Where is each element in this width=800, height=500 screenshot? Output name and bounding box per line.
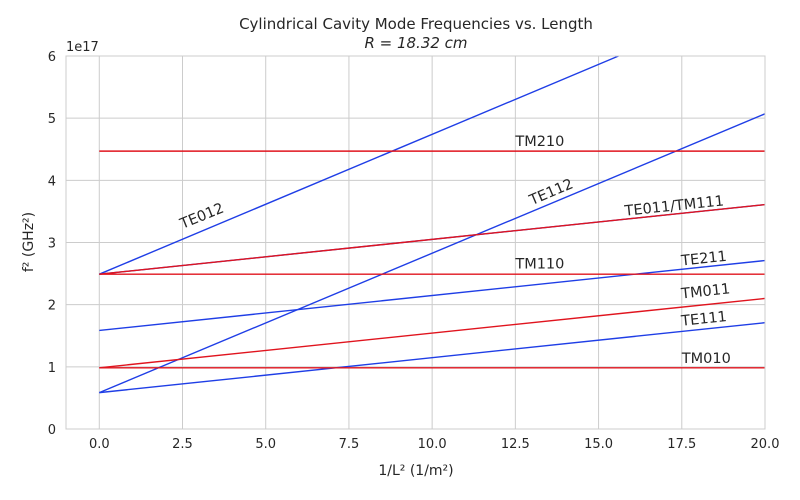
ticks-layer: 0.0 2.5 5.0 7.5 10.0 12.5 15.0 17.5 20.0 0 1 2 3 4 5 6: [48, 50, 780, 452]
x-tick-label: 5.0: [255, 437, 276, 452]
y-tick-label: 6: [48, 50, 56, 65]
y-tick-label: 3: [48, 237, 56, 252]
chart-title: Cylindrical Cavity Mode Frequencies vs. …: [239, 15, 593, 33]
chart-subtitle: R = 18.32 cm: [364, 34, 467, 52]
y-tick-label: 2: [48, 299, 56, 314]
plot-frame: [65, 55, 766, 430]
mode-label-tm011: TM011: [680, 281, 731, 302]
x-tick-label: 7.5: [339, 437, 360, 452]
x-tick-label: 20.0: [751, 437, 780, 452]
mode-label-tm110: TM110: [514, 257, 564, 273]
labels-layer: TM010 TE111 TM011 TE211 TM110 TM210 TE112 TE012…: [177, 134, 731, 367]
series-line-tm011: [99, 297, 766, 369]
mode-label-combined: TE011/TM111: [623, 193, 725, 219]
x-tick-label: 12.5: [501, 437, 530, 452]
y-tick-label: 5: [48, 112, 56, 127]
series-layer: [99, 55, 766, 394]
series-line-te211: [99, 259, 766, 332]
series-line-tm111: [99, 203, 766, 275]
grid: [66, 55, 766, 430]
x-axis-label: 1/L² (1/m²): [378, 463, 453, 479]
series-line-te012: [99, 55, 619, 275]
x-tick-label: 2.5: [172, 437, 193, 452]
x-tick-label: 17.5: [667, 437, 696, 452]
x-tick-label: 0.0: [89, 437, 110, 452]
series-line-te112: [99, 113, 766, 394]
mode-label-tm210: TM210: [514, 134, 564, 150]
y-tick-label: 0: [48, 423, 56, 438]
y-tick-label: 1: [48, 361, 56, 376]
x-tick-label: 15.0: [584, 437, 613, 452]
y-tick-label: 4: [48, 174, 56, 189]
x-tick-label: 10.0: [418, 437, 447, 452]
mode-label-te012: TE012: [177, 201, 226, 233]
mode-label-tm010: TM010: [681, 351, 731, 367]
mode-label-te111: TE111: [680, 309, 728, 330]
series-line-te111: [99, 321, 766, 394]
y-offset-label: 1e17: [66, 40, 99, 55]
y-axis-label: f² (GHz²): [21, 212, 37, 272]
mode-label-te112: TE112: [526, 176, 575, 209]
mode-label-te211: TE211: [680, 249, 728, 270]
